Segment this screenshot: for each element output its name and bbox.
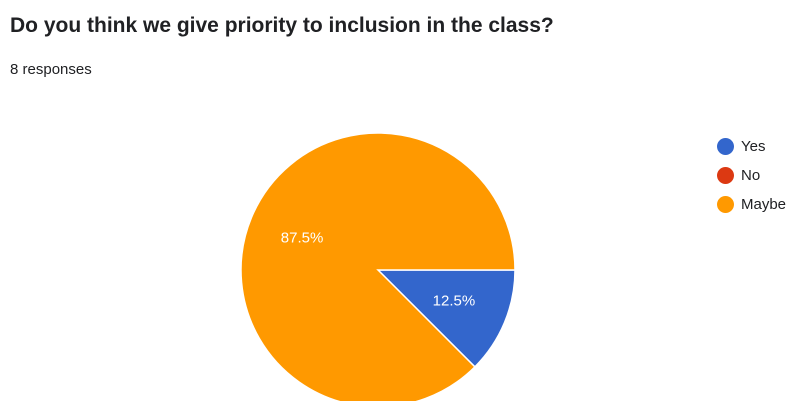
legend-swatch-maybe xyxy=(717,196,734,213)
legend-swatch-yes xyxy=(717,138,734,155)
slice-label-maybe: 87.5% xyxy=(281,230,324,247)
pie-slice-maybe[interactable] xyxy=(240,132,516,401)
legend-label-yes: Yes xyxy=(741,138,766,155)
chart-legend: Yes No Maybe xyxy=(717,132,786,219)
legend-label-no: No xyxy=(741,167,761,184)
legend-item-maybe[interactable]: Maybe xyxy=(717,190,786,219)
question-title: Do you think we give priority to inclusi… xyxy=(10,14,554,37)
legend-item-yes[interactable]: Yes xyxy=(717,132,786,161)
legend-label-maybe: Maybe xyxy=(741,196,787,213)
pie-slice-yes[interactable] xyxy=(376,269,516,368)
response-count: 8 responses xyxy=(10,61,92,78)
legend-item-no[interactable]: No xyxy=(717,161,786,190)
slice-label-yes: 12.5% xyxy=(433,292,476,309)
legend-swatch-no xyxy=(717,167,734,184)
